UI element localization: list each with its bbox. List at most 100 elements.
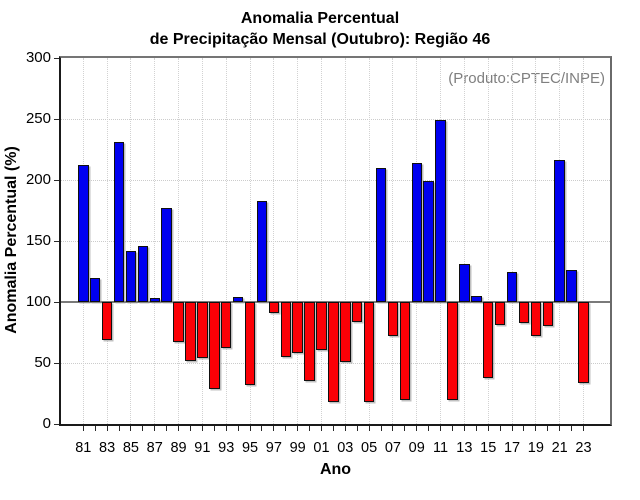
x-tick-2010 [428,426,430,431]
bar-1993 [220,302,232,349]
x-tick-1995 [249,426,251,431]
x-tick-label-1987: 87 [146,440,163,456]
x-tick-1994 [237,426,239,431]
bar-2021 [554,160,565,302]
v-gridline-1997 [273,58,275,424]
v-gridline-1983 [106,58,108,424]
bar-2019 [530,302,542,337]
h-gridline-250 [61,118,610,120]
x-tick-2014 [475,426,477,431]
x-tick-2023 [582,426,584,431]
bar-1999 [292,302,303,354]
bar-2016 [494,302,506,326]
chart-title-line1: Anomalia Percentual [240,10,400,27]
x-tick-1983 [106,426,108,431]
x-tick-2015 [487,426,489,431]
bar-2023 [578,302,589,383]
v-gridline-1989 [178,58,180,424]
y-tick-150 [54,240,59,242]
x-tick-label-2011: 11 [433,440,449,456]
x-tick-label-2019: 19 [527,440,544,456]
v-gridline-2013 [463,58,465,424]
y-tick-200 [54,179,59,181]
h-gridline-150 [61,240,610,242]
x-tick-label-1989: 89 [170,440,187,456]
bar-1985 [125,250,137,302]
x-tick-2020 [547,426,549,431]
v-gridline-1999 [297,58,299,424]
bar-2014 [471,295,482,302]
chart-title: Anomalia Percentual de Precipitação Mens… [0,8,640,50]
x-tick-1990 [189,426,191,431]
x-tick-1991 [201,426,203,431]
bar-2003 [340,302,351,362]
x-tick-2019 [535,426,537,431]
source-note: (Produto:CPTEC/INPE) [448,70,605,87]
bar-2006 [375,167,387,302]
x-tick-2002 [332,426,334,431]
bar-2017 [506,271,518,302]
x-tick-label-2017: 17 [503,440,521,456]
bar-1986 [137,245,149,302]
v-gridline-1995 [249,58,251,424]
bar-1990 [185,302,196,361]
y-tick-label-250: 250 [25,110,51,127]
x-tick-2016 [499,426,501,431]
x-tick-1981 [82,426,84,431]
bar-2007 [387,302,399,337]
y-tick-label-0: 0 [42,415,51,432]
bar-1989 [173,302,184,343]
x-tick-2009 [416,426,418,431]
x-tick-label-2001: 01 [313,440,330,456]
y-tick-100 [54,301,59,303]
x-tick-label-1999: 99 [289,440,306,456]
v-gridline-1993 [225,58,227,424]
bar-1995 [244,302,256,385]
v-gridline-2023 [582,58,584,424]
bar-1988 [161,208,172,302]
x-tick-1997 [273,426,275,431]
bar-1983 [101,302,113,340]
x-tick-2022 [571,426,573,431]
bar-2002 [328,302,339,403]
x-tick-1986 [142,426,144,431]
y-tick-250 [54,118,59,120]
x-tick-1996 [261,426,263,431]
x-tick-2004 [356,426,358,431]
x-tick-label-2005: 05 [361,440,378,456]
v-gridline-1985 [130,58,132,424]
x-tick-1988 [166,426,168,431]
x-tick-1999 [297,426,299,431]
bar-1994 [232,297,244,302]
x-axis-title: Ano [319,461,352,478]
v-gridline-1991 [201,58,203,424]
x-tick-label-2013: 13 [456,440,473,456]
v-gridline-2001 [320,58,322,424]
x-tick-label-2007: 07 [384,440,401,456]
x-tick-label-2003: 03 [337,440,354,456]
y-tick-label-300: 300 [25,49,51,66]
bar-2005 [363,302,375,403]
x-tick-2008 [404,426,406,431]
x-tick-1985 [130,426,132,431]
x-tick-1987 [154,426,156,431]
bar-2001 [316,302,327,350]
bar-2018 [518,302,530,323]
x-tick-label-2023: 23 [575,440,592,456]
x-tick-2000 [309,426,311,431]
y-tick-label-50: 50 [34,354,51,371]
x-tick-label-1993: 93 [218,440,235,456]
v-gridline-2007 [392,58,394,424]
bar-2013 [459,264,470,302]
bar-2022 [566,270,577,302]
bar-1982 [89,277,101,302]
x-tick-1989 [178,426,180,431]
x-tick-2017 [511,426,513,431]
bar-2008 [399,302,411,400]
x-tick-2006 [380,426,382,431]
bar-2012 [447,302,458,400]
x-tick-2005 [368,426,370,431]
y-tick-label-100: 100 [25,293,51,310]
bar-1987 [149,298,160,302]
